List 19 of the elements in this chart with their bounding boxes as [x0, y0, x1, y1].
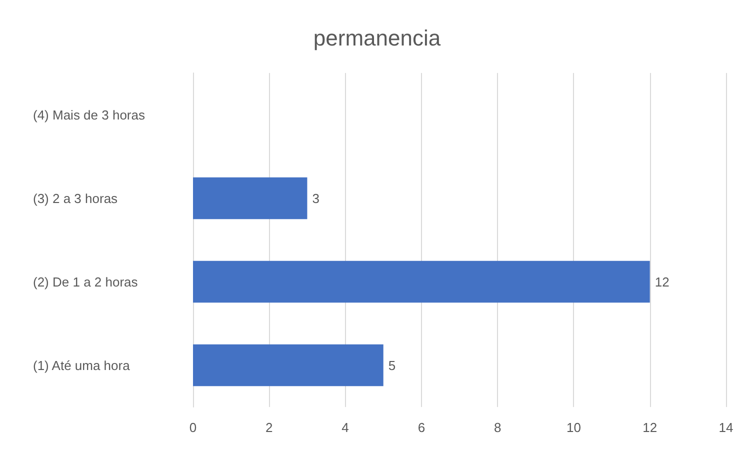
x-tick-label: 12 [642, 420, 658, 435]
y-tick-label: (2) De 1 a 2 horas [33, 274, 138, 290]
bar [193, 344, 384, 386]
bar [193, 260, 650, 303]
x-tick-label: 0 [189, 420, 197, 435]
chart-title: permanencia [313, 26, 442, 50]
y-tick-label: (1) Até uma hora [33, 358, 131, 373]
x-tick-label: 14 [718, 420, 734, 435]
x-tick-label: 8 [494, 420, 502, 435]
data-label: 5 [388, 358, 396, 373]
data-label: 3 [312, 190, 320, 206]
bar [193, 177, 308, 220]
y-tick-label: (4) Mais de 3 horas [33, 107, 146, 122]
x-tick-label: 6 [418, 420, 426, 435]
x-tick-label: 4 [342, 420, 349, 435]
data-label: 12 [654, 274, 670, 290]
y-tick-label: (3) 2 a 3 horas [33, 190, 118, 206]
x-tick-label: 2 [266, 420, 273, 435]
x-tick-label: 10 [566, 420, 581, 435]
